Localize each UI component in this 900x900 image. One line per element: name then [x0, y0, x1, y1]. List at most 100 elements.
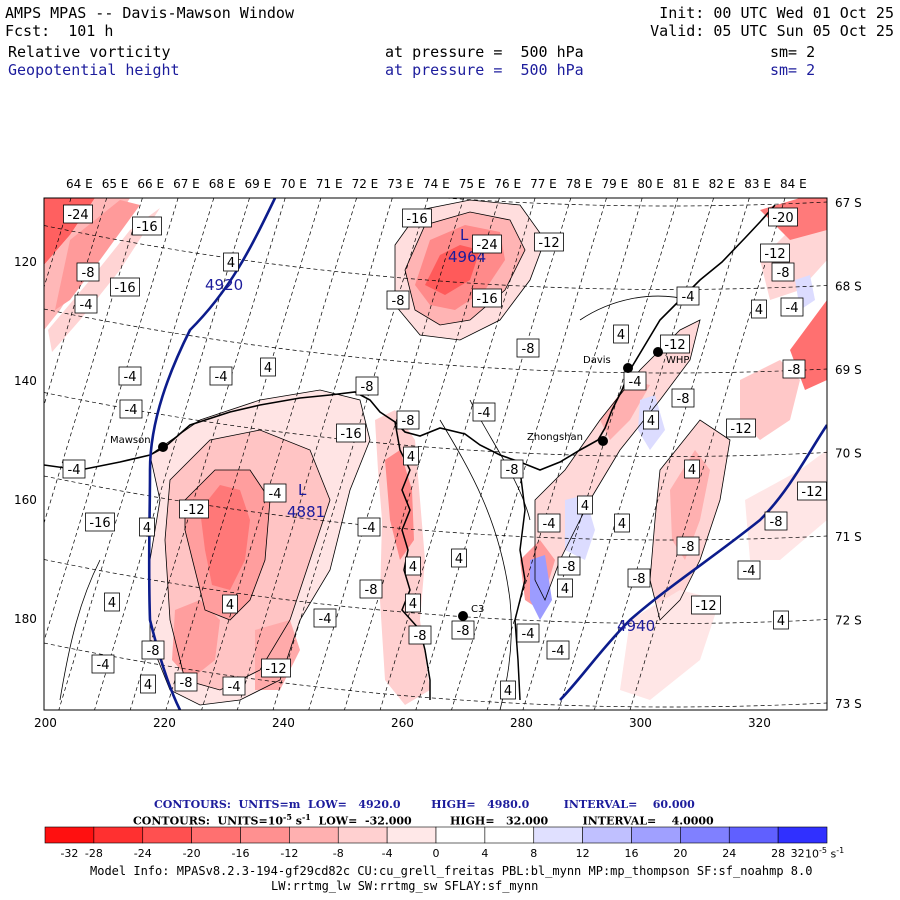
vorticity-label: 4 — [405, 593, 421, 613]
meridian — [379, 198, 536, 710]
longitude-label: 77 E — [530, 177, 557, 191]
colorbar-swatch — [289, 826, 339, 844]
svg-text:-16: -16 — [89, 516, 110, 531]
station-marker-mawson — [158, 442, 168, 452]
vorticity-label: -8 — [141, 640, 165, 660]
svg-text:-12: -12 — [183, 503, 204, 518]
plot-frame — [43, 197, 828, 711]
meridian — [344, 198, 500, 710]
longitude-label: 76 E — [494, 177, 521, 191]
grid-x-label: 280 — [510, 716, 533, 730]
meridian — [165, 198, 322, 710]
vorticity-label: -4 — [737, 560, 761, 580]
longitude-label: 80 E — [637, 177, 664, 191]
vorticity-label: -4 — [222, 676, 246, 696]
colorbar-swatch — [533, 826, 583, 844]
svg-text:-12: -12 — [265, 662, 286, 677]
meridian — [272, 198, 429, 710]
parallel — [44, 559, 827, 624]
svg-text:4: 4 — [688, 463, 696, 478]
grid-x-label: 240 — [272, 716, 295, 730]
vorticity-label: -12 — [179, 499, 209, 519]
svg-text:-4: -4 — [124, 370, 137, 385]
vorticity-contour-info: CONTOURS: UNITS=10-5 s-1 LOW= -32.000 HI… — [133, 812, 714, 828]
vorticity-label: -12 — [261, 658, 291, 678]
vorticity-label: -4 — [263, 483, 287, 503]
vorticity-label: -16 — [85, 512, 115, 532]
station-label-whp: WHP — [666, 355, 689, 366]
longitude-label: 72 E — [352, 177, 379, 191]
grid-x-label: 200 — [34, 716, 57, 730]
latitude-label: 69 S — [835, 363, 862, 377]
vorticity-label: -8 — [355, 376, 379, 396]
svg-text:-8: -8 — [682, 540, 695, 555]
vorticity-label: -4 — [62, 459, 86, 479]
vorticity-label: -4 — [313, 608, 337, 628]
field2-smoothing: sm= 2 — [770, 61, 816, 79]
parallel — [441, 198, 827, 207]
vorticity-label: -8 — [359, 579, 383, 599]
svg-text:-24: -24 — [476, 238, 497, 253]
svg-text:-8: -8 — [361, 380, 374, 395]
vorticity-label: -8 — [396, 410, 420, 430]
station-marker-zhongshan — [598, 436, 608, 446]
longitude-label: 67 E — [173, 177, 200, 191]
vorticity-label: -8 — [764, 511, 788, 531]
colorbar-swatch — [777, 826, 828, 844]
parallel — [44, 308, 827, 374]
meridian — [415, 198, 572, 710]
field1-name: Relative vorticity — [8, 43, 171, 61]
latitude-labels: 67 S 68 S 69 S 70 S 71 S 72 S 73 S — [835, 196, 862, 711]
vorticity-label: -12 — [797, 481, 827, 501]
field1-level: at pressure = 500 hPa — [385, 43, 584, 61]
longitude-label: 78 E — [566, 177, 593, 191]
svg-text:-4: -4 — [682, 290, 695, 305]
svg-text:4: 4 — [226, 598, 234, 613]
vorticity-label: 4 — [500, 680, 516, 700]
svg-text:-4: -4 — [80, 298, 93, 313]
svg-text:-16: -16 — [406, 212, 427, 227]
longitude-labels: 64 E 65 E 66 E 67 E 68 E 69 E 70 E 71 E 72 E 73 E… — [66, 177, 807, 191]
grid-x-label: 220 — [153, 716, 176, 730]
svg-text:-8: -8 — [402, 414, 415, 429]
svg-text:-16: -16 — [476, 292, 497, 307]
vorticity-label: -12 — [760, 243, 790, 263]
vorticity-label: -4 — [546, 640, 570, 660]
svg-text:-4: -4 — [478, 406, 491, 421]
svg-text:-4: -4 — [269, 487, 282, 502]
vorticity-label: 4 — [557, 578, 573, 598]
vorticity-label: -24 — [63, 204, 93, 224]
colorbar-tick: 12 — [576, 847, 590, 860]
meridian — [558, 198, 714, 710]
svg-text:-4: -4 — [522, 627, 535, 642]
svg-text:-8: -8 — [777, 266, 790, 281]
svg-text:4: 4 — [455, 552, 463, 567]
vorticity-label: 4 — [403, 446, 419, 466]
field2-level: at pressure = 500 hPa — [385, 61, 584, 79]
svg-text:-8: -8 — [82, 266, 95, 281]
svg-text:-4: -4 — [125, 403, 138, 418]
svg-text:-8: -8 — [365, 583, 378, 598]
vorticity-label: -8 — [174, 672, 198, 692]
vorticity-label: -12 — [534, 232, 564, 252]
colorbar-tick: 0 — [433, 847, 440, 860]
vorticity-label: -8 — [386, 290, 410, 310]
svg-text:-8: -8 — [563, 560, 576, 575]
vorticity-label: -8 — [451, 620, 475, 640]
station-label-davis: Davis — [583, 355, 611, 366]
vorticity-label: 4 — [451, 548, 467, 568]
svg-text:-16: -16 — [340, 427, 361, 442]
longitude-label: 82 E — [709, 177, 736, 191]
grid-y-labels: 120 140 160 180 — [14, 255, 37, 626]
svg-text:4: 4 — [143, 521, 151, 536]
svg-text:-8: -8 — [392, 294, 405, 309]
lat-lon-grid — [44, 198, 827, 710]
parallel — [44, 475, 827, 541]
longitude-label: 83 E — [744, 177, 771, 191]
vorticity-label: -16 — [336, 423, 366, 443]
grid-y-label: 160 — [14, 493, 37, 507]
vorticity-label: -8 — [557, 556, 581, 576]
longitude-label: 75 E — [459, 177, 486, 191]
svg-text:-8: -8 — [506, 463, 519, 478]
svg-text:4: 4 — [144, 678, 152, 693]
